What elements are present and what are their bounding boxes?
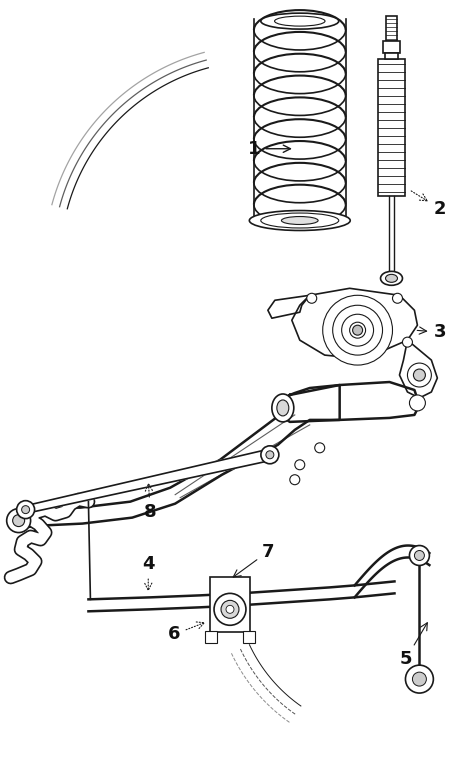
Circle shape (409, 395, 425, 411)
Bar (384, 16, 397, 41)
Ellipse shape (260, 213, 338, 228)
Circle shape (13, 514, 25, 527)
Circle shape (404, 665, 432, 693)
Circle shape (332, 305, 382, 355)
Text: 4: 4 (142, 556, 154, 591)
Circle shape (411, 672, 425, 686)
Text: 3: 3 (416, 323, 445, 341)
Circle shape (260, 446, 278, 464)
Polygon shape (399, 340, 436, 398)
Circle shape (21, 506, 30, 514)
Circle shape (402, 337, 411, 347)
Polygon shape (291, 289, 416, 358)
Circle shape (226, 605, 233, 613)
Ellipse shape (281, 217, 318, 224)
Circle shape (265, 451, 273, 459)
Text: 7: 7 (233, 542, 274, 577)
Circle shape (407, 363, 430, 387)
Bar (384, 53, 398, 59)
Text: 1: 1 (248, 140, 290, 158)
Ellipse shape (274, 16, 324, 26)
Circle shape (7, 508, 30, 532)
Circle shape (392, 293, 402, 303)
Ellipse shape (260, 13, 338, 29)
Polygon shape (279, 382, 419, 422)
Circle shape (414, 550, 424, 560)
Circle shape (306, 293, 316, 303)
Circle shape (409, 546, 429, 566)
Polygon shape (267, 296, 309, 318)
Bar (205, 631, 217, 643)
Polygon shape (21, 450, 273, 513)
Text: 6: 6 (168, 622, 204, 643)
Circle shape (17, 501, 35, 518)
Circle shape (221, 601, 238, 618)
Circle shape (314, 443, 324, 453)
Circle shape (352, 325, 362, 335)
Text: 5: 5 (399, 623, 426, 668)
Bar (243, 631, 254, 643)
Circle shape (413, 369, 425, 381)
Ellipse shape (384, 275, 397, 282)
Circle shape (213, 594, 245, 625)
Circle shape (289, 475, 299, 485)
Circle shape (341, 314, 373, 346)
Ellipse shape (276, 400, 288, 416)
Bar (210, 577, 249, 632)
Circle shape (322, 296, 392, 365)
Circle shape (294, 460, 304, 469)
Text: 2: 2 (409, 190, 445, 217)
Ellipse shape (271, 394, 293, 422)
Circle shape (349, 322, 365, 338)
Polygon shape (19, 385, 339, 528)
Ellipse shape (380, 272, 402, 286)
Bar (382, 41, 399, 53)
Bar (377, 59, 404, 196)
Polygon shape (88, 581, 394, 611)
Ellipse shape (249, 210, 349, 230)
Text: 8: 8 (144, 483, 156, 521)
